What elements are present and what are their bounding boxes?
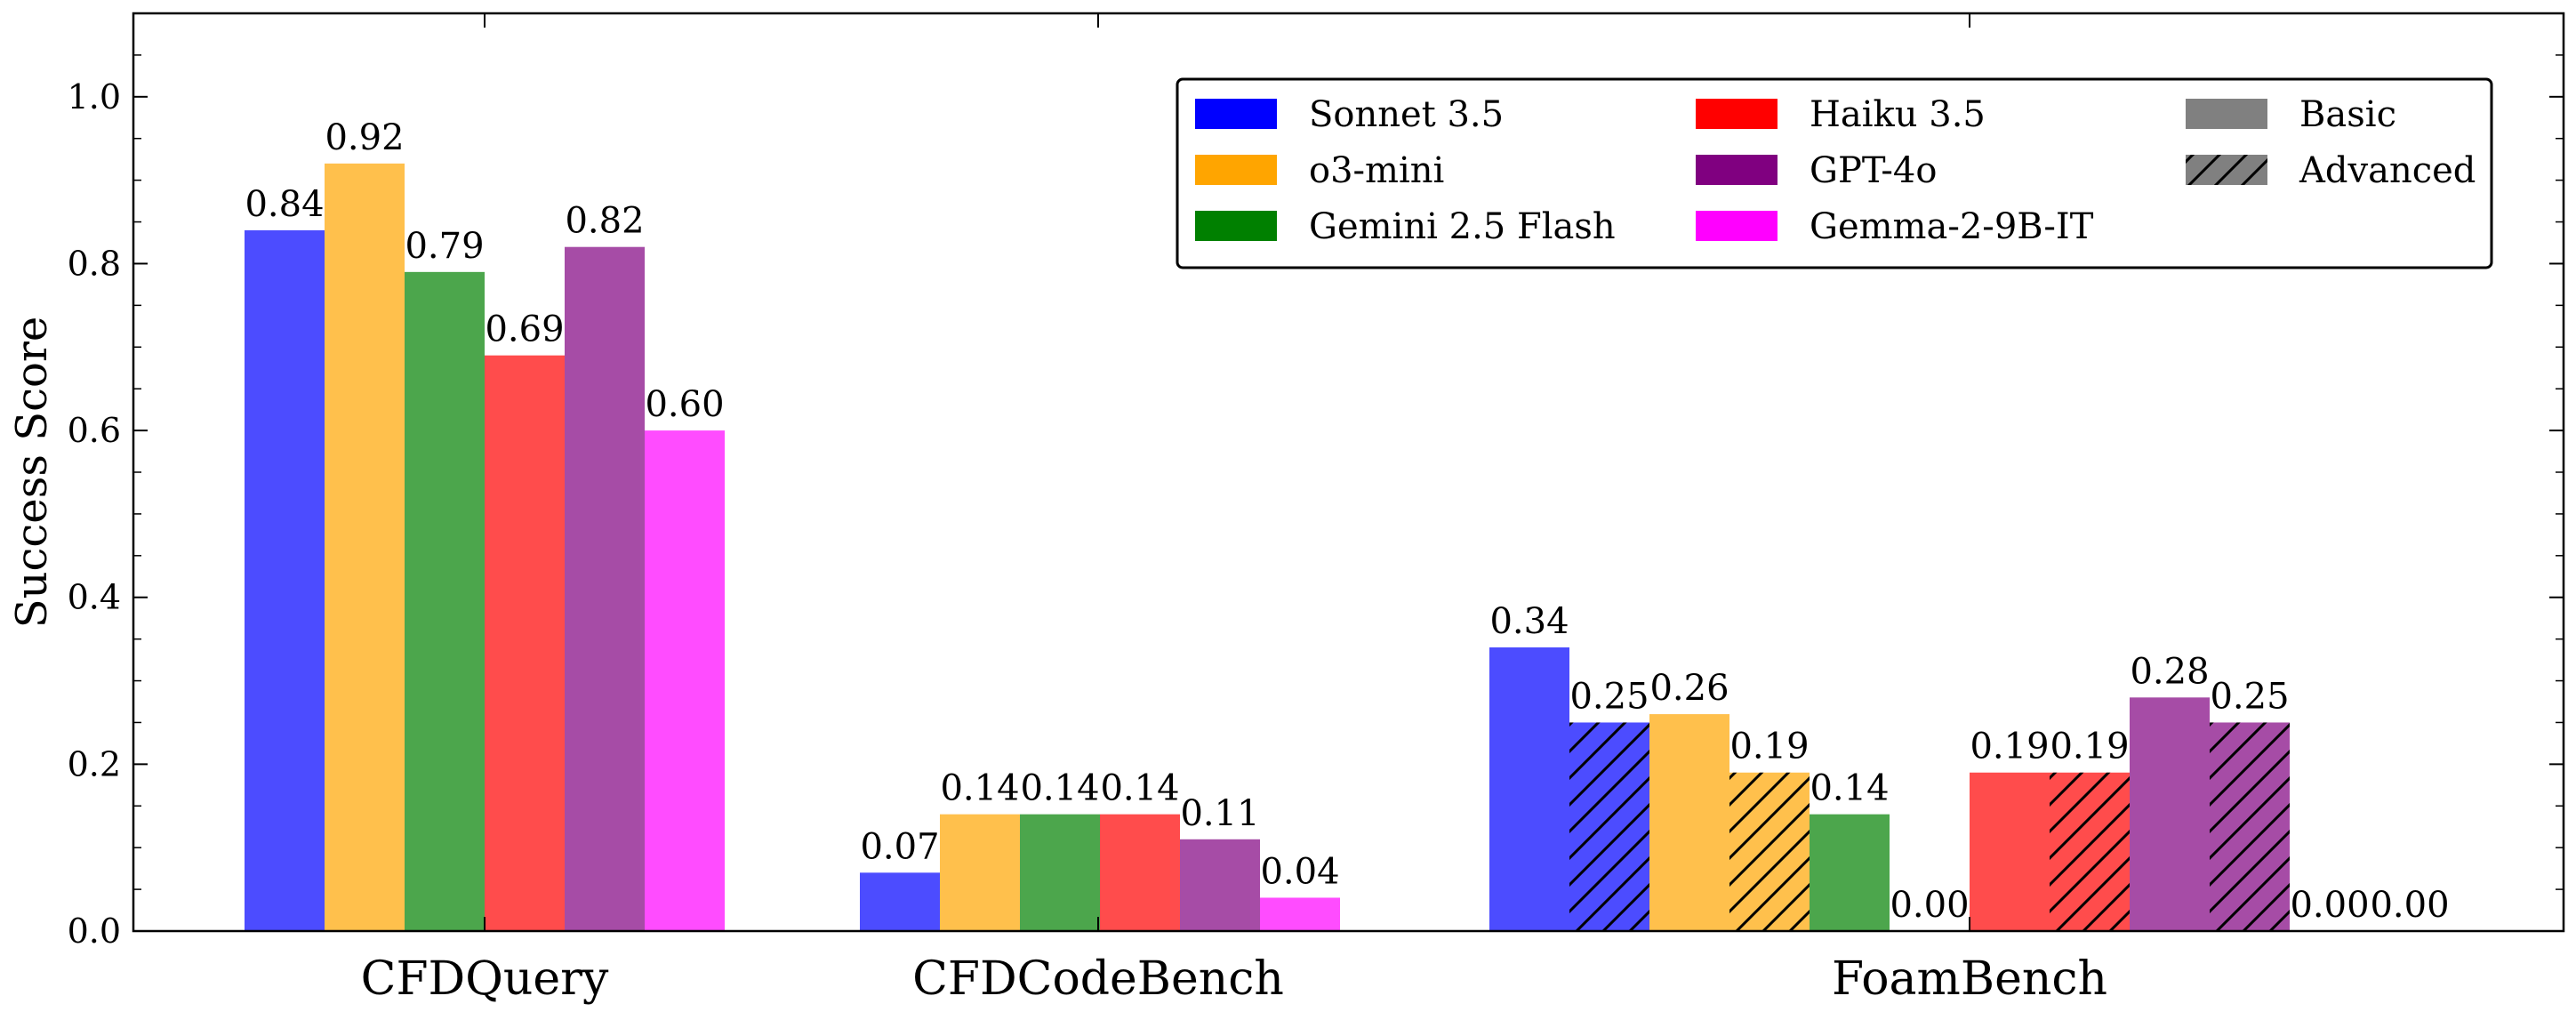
bar-cfdcodebench-gemma-2-9b-it-basic (1260, 897, 1340, 931)
y-tick-label: 0.2 (68, 744, 121, 783)
value-label-cfdcodebench-gpt-4o-basic: 0.11 (1180, 793, 1259, 834)
legend-swatch-sonnet-3-5 (1195, 99, 1277, 129)
value-label-foambench-haiku-3-5-advanced: 0.19 (2050, 727, 2129, 767)
legend-box (1176, 77, 2493, 269)
bar-cfdquery-sonnet-3-5-basic (245, 229, 325, 932)
legend-swatch-haiku-3-5 (1696, 99, 1778, 129)
value-label-cfdquery-gpt-4o-basic: 0.82 (565, 201, 644, 242)
y-tick-label: 0.0 (68, 912, 121, 951)
value-label-cfdquery-haiku-3-5-basic: 0.69 (485, 309, 564, 350)
legend-swatch-gpt-4o (1696, 155, 1778, 185)
legend-swatch-o3-mini (1195, 155, 1277, 185)
legend-label-gemini-2-5-flash: Gemini 2.5 Flash (1309, 206, 1616, 247)
bar-foambench-o3-mini-advanced-hatch (1729, 772, 1810, 931)
legend: Sonnet 3.5 o3-mini Gemini 2.5 Flash Haiku 3… (1176, 77, 2493, 269)
legend-label-o3-mini: o3-mini (1309, 150, 1444, 191)
value-label-foambench-gemini-2-5-flash-basic: 0.14 (1810, 768, 1889, 809)
value-label-cfdcodebench-haiku-3-5-basic: 0.14 (1100, 768, 1179, 809)
value-label-cfdcodebench-sonnet-3-5-basic: 0.07 (860, 826, 939, 867)
legend-label-sonnet-3-5: Sonnet 3.5 (1309, 94, 1504, 135)
value-label-foambench-gpt-4o-basic: 0.28 (2130, 651, 2209, 692)
x-axis: CFDQuery CFDCodeBench FoamBench (361, 13, 2107, 1006)
bar-foambench-gpt-4o-basic (2130, 697, 2210, 931)
value-label-cfdquery-o3-mini-basic: 0.92 (325, 117, 404, 158)
y-tick-label: 0.4 (68, 578, 121, 617)
bar-cfdcodebench-gemini-2-5-flash-basic (1020, 814, 1100, 931)
value-label-cfdquery-gemma-2-9b-it-basic: 0.60 (645, 384, 724, 425)
bar-foambench-gpt-4o-advanced-hatch (2210, 722, 2290, 931)
bar-cfdcodebench-sonnet-3-5-basic (860, 872, 940, 931)
value-labels-layer: 0.840.920.790.690.820.600.070.14 0.14 0.14… (245, 117, 2449, 926)
bar-foambench-sonnet-3-5-advanced-hatch (1569, 722, 1649, 931)
legend-label-haiku-3-5: Haiku 3.5 (1810, 94, 1986, 135)
value-label-cfdcodebench-gemini-2-5-flash-basic: 0.14 (1020, 768, 1099, 809)
bars-layer (245, 163, 2290, 932)
legend-label-advanced: Advanced (2299, 150, 2476, 191)
legend-swatch-gemini-2-5-flash (1195, 211, 1277, 241)
value-label-cfdquery-gemini-2-5-flash-basic: 0.79 (405, 226, 484, 267)
bar-foambench-haiku-3-5-advanced-hatch (2050, 772, 2130, 931)
y-axis-title: Success Score (7, 317, 57, 629)
value-label-cfdcodebench-o3-mini-basic: 0.14 (940, 768, 1019, 809)
legend-label-gpt-4o: GPT-4o (1810, 150, 1937, 191)
bar-cfdquery-gemini-2-5-flash-basic (405, 271, 485, 931)
y-tick-label: 1.0 (68, 77, 121, 116)
x-category-label-cfdcodebench: CFDCodeBench (912, 952, 1284, 1006)
value-label-foambench-o3-mini-advanced: 0.19 (1729, 727, 1809, 767)
value-label-foambench-sonnet-3-5-basic: 0.34 (1489, 601, 1569, 642)
value-label-foambench-o3-mini-basic: 0.26 (1649, 668, 1729, 709)
bar-cfdcodebench-haiku-3-5-basic (1100, 814, 1180, 931)
bar-foambench-o3-mini-basic (1649, 714, 1729, 931)
legend-swatch-basic (2186, 99, 2267, 129)
y-tick-label: 0.6 (68, 411, 121, 450)
bar-foambench-haiku-3-5-basic (1970, 772, 2050, 931)
bar-cfdcodebench-gpt-4o-basic (1180, 839, 1260, 931)
y-tick-label: 0.8 (68, 244, 121, 283)
bar-cfdquery-gpt-4o-basic (565, 246, 645, 931)
bar-cfdquery-gemma-2-9b-it-basic (645, 430, 725, 931)
bar-cfdquery-o3-mini-basic (325, 163, 405, 931)
y-axis: 0.0 0.2 0.4 0.6 0.8 1.0 (68, 12, 2564, 951)
value-label-foambench-haiku-3-5-basic: 0.19 (1970, 727, 2049, 767)
value-label-foambench-gemma-2-9b-it-advanced: 0.00 (2370, 885, 2449, 926)
x-category-label-foambench: FoamBench (1832, 952, 2107, 1006)
legend-label-basic: Basic (2299, 94, 2396, 135)
bar-foambench-gemini-2-5-flash-basic (1810, 814, 1890, 931)
bar-cfdquery-haiku-3-5-basic (485, 355, 565, 931)
legend-label-gemma-2-9b-it: Gemma-2-9B-IT (1810, 206, 2094, 247)
value-label-foambench-gemma-2-9b-it-basic: 0.00 (2290, 885, 2369, 926)
legend-swatch-gemma-2-9b-it (1696, 211, 1778, 241)
value-label-cfdquery-sonnet-3-5-basic: 0.84 (245, 184, 324, 225)
value-label-foambench-gpt-4o-advanced: 0.25 (2210, 676, 2289, 717)
bar-foambench-sonnet-3-5-basic (1489, 647, 1569, 931)
value-label-cfdcodebench-gemma-2-9b-it-basic: 0.04 (1260, 851, 1339, 892)
value-label-foambench-sonnet-3-5-advanced: 0.25 (1569, 676, 1649, 717)
bar-cfdcodebench-o3-mini-basic (940, 814, 1020, 931)
x-category-label-cfdquery: CFDQuery (361, 952, 609, 1006)
value-label-foambench-gemini-2-5-flash-advanced: 0.00 (1890, 885, 1969, 926)
legend-swatch-hatch-advanced (2186, 155, 2267, 185)
